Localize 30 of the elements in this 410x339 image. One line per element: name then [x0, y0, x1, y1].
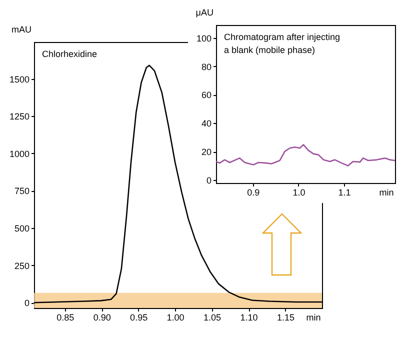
- x-axis-title: min: [379, 188, 394, 198]
- x-tick-label: 0.90: [93, 312, 111, 322]
- y-axis-title: mAU: [12, 24, 32, 34]
- x-tick-label: 0.95: [130, 312, 148, 322]
- x-tick-label: 0.9: [247, 188, 260, 198]
- x-tick-label: 1.05: [204, 312, 222, 322]
- y-tick-label: 1500: [9, 74, 30, 84]
- x-axis-title: min: [306, 312, 321, 322]
- y-tick-label: 250: [14, 260, 30, 271]
- y-tick-label: 60: [201, 90, 212, 100]
- y-tick-label: 80: [201, 62, 212, 72]
- x-tick-label: 1.10: [240, 312, 258, 322]
- text: Chromatogram after injecting a blank (mobile phase): [224, 32, 340, 55]
- x-tick-label: 1.15: [277, 312, 295, 322]
- x-tick-label: 1.1: [338, 188, 351, 198]
- x-tick-label: 1.00: [166, 312, 184, 322]
- y-tick-label: 0: [206, 176, 212, 186]
- y-tick-label: 0: [24, 298, 30, 308]
- text: Chlorhexidine: [42, 49, 98, 59]
- y-tick-label: 100: [196, 33, 212, 44]
- y-tick-label: 500: [14, 224, 30, 234]
- line-series: [216, 144, 395, 166]
- y-tick-label: 1000: [9, 148, 30, 159]
- x-tick-label: 0.85: [56, 312, 74, 322]
- y-tick-label: 40: [201, 118, 212, 129]
- y-tick-label: 20: [201, 147, 212, 158]
- y-axis-title: μAU: [196, 8, 214, 18]
- y-tick-label: 1250: [9, 112, 30, 122]
- y-tick-label: 750: [14, 186, 30, 196]
- x-tick-label: 1.0: [292, 188, 306, 198]
